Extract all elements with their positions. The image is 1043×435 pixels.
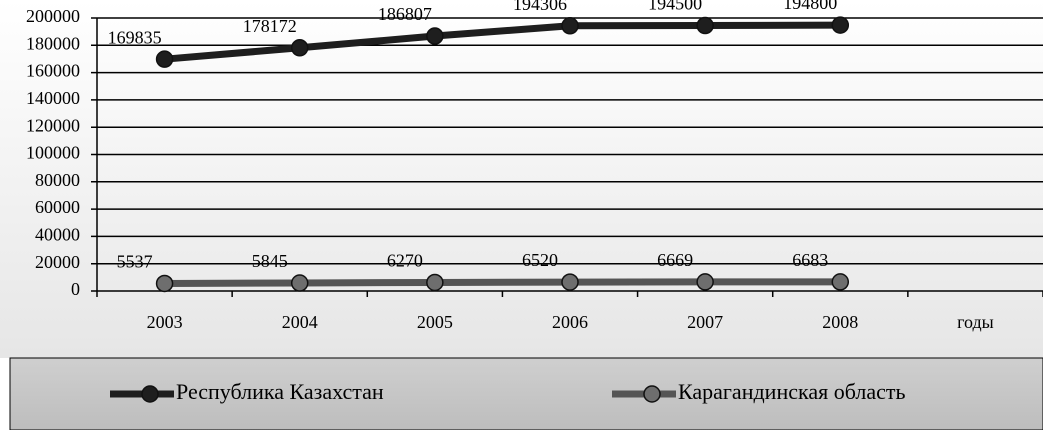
y-tick-label: 180000: [26, 33, 80, 53]
y-tick-label: 160000: [26, 61, 80, 81]
marker: [561, 17, 579, 35]
x-tick-label: 2006: [552, 312, 588, 332]
x-tick-label: 2003: [147, 312, 183, 332]
x-tick-label: 2007: [687, 312, 723, 332]
marker: [831, 16, 850, 34]
data-label: 194800: [783, 0, 837, 13]
y-tick-label: 60000: [35, 197, 80, 217]
marker: [155, 50, 174, 68]
marker: [426, 27, 444, 45]
y-tick-label: 140000: [26, 88, 80, 108]
data-label: 186807: [378, 4, 432, 24]
marker: [831, 273, 850, 291]
data-label: 6270: [387, 251, 423, 271]
marker: [696, 273, 714, 291]
y-tick-label: 100000: [26, 143, 80, 163]
series-line: [164, 278, 841, 287]
y-tick-label: 120000: [26, 115, 80, 135]
data-label: 5845: [252, 251, 288, 271]
x-tick-label: 2004: [282, 312, 318, 332]
y-tick-label: 0: [71, 279, 80, 299]
x-tick-label: 2005: [417, 312, 453, 332]
y-tick-label: 20000: [35, 252, 80, 272]
marker: [696, 16, 714, 35]
data-label: 178172: [243, 16, 297, 36]
data-label: 6683: [792, 250, 828, 270]
legend-label: Республика Казахстан: [176, 379, 384, 404]
series-line: [164, 21, 841, 63]
data-label: 169835: [108, 27, 162, 47]
y-tick-label: 40000: [35, 225, 80, 245]
marker: [155, 274, 174, 293]
data-label: 194500: [648, 0, 702, 14]
legend-box: [9, 357, 1043, 431]
marker: [290, 274, 309, 292]
y-tick-label: 200000: [26, 6, 80, 26]
legend-marker: [643, 385, 661, 403]
data-label: 6669: [657, 250, 693, 270]
legend-marker: [141, 385, 159, 403]
y-tick-label: 80000: [35, 170, 80, 190]
legend-label: Карагандинская область: [678, 379, 906, 404]
data-label: 194306: [513, 0, 567, 14]
marker: [561, 273, 579, 291]
x-tick-label: 2008: [822, 312, 858, 332]
data-label: 6520: [522, 250, 558, 270]
chart-background: [0, 0, 1043, 358]
marker: [290, 39, 309, 57]
data-label: 5537: [117, 252, 153, 272]
marker: [426, 273, 444, 292]
x-tick-label: годы: [957, 312, 994, 332]
